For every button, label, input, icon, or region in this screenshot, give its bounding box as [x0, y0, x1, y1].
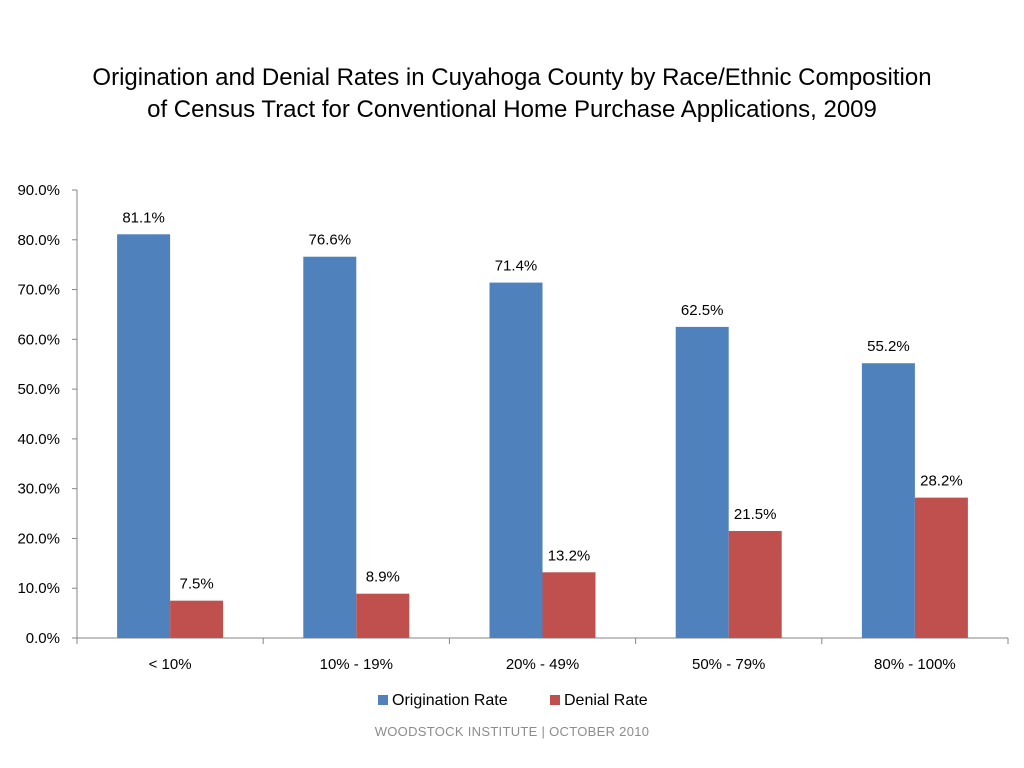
- chart-title-line-2: of Census Tract for Conventional Home Pu…: [147, 96, 877, 123]
- y-tick-label: 20.0%: [17, 530, 60, 547]
- x-tick-label: 10% - 19%: [320, 656, 393, 673]
- denial-bar: [542, 572, 596, 638]
- origination-data-label: 55.2%: [867, 338, 910, 355]
- chart-labels: 81.1% 7.5% 76.6% 8.9% 71.4% 13.2% 62.5% 21.5% 55…: [122, 209, 962, 592]
- chart-bars: [117, 234, 968, 638]
- denial-bar: [170, 600, 224, 638]
- legend-swatch-origination: [378, 695, 388, 705]
- x-tick-label: 80% - 100%: [874, 656, 956, 673]
- y-tick-label: 10.0%: [17, 580, 60, 597]
- legend-label-denial: Denial Rate: [564, 692, 648, 709]
- x-tick-label: 50% - 79%: [692, 656, 765, 673]
- origination-bar: [861, 363, 915, 638]
- denial-data-label: 13.2%: [548, 547, 591, 564]
- origination-bar: [117, 234, 171, 638]
- chart-axes: 0.0% 10.0% 20.0% 30.0% 40.0% 50.0% 60.0% 70.0% 8…: [17, 182, 1009, 673]
- origination-bar: [489, 282, 543, 638]
- origination-data-label: 76.6%: [309, 232, 352, 249]
- y-tick-label: 70.0%: [17, 282, 60, 299]
- y-tick-label: 30.0%: [17, 481, 60, 498]
- denial-data-label: 7.5%: [179, 576, 213, 593]
- footer-credit: WOODSTOCK INSTITUTE | OCTOBER 2010: [374, 724, 650, 739]
- x-tick-label: 20% - 49%: [506, 656, 579, 673]
- x-tick-label: < 10%: [149, 656, 192, 673]
- legend-label-origination: Origination Rate: [392, 692, 508, 709]
- y-tick-label: 60.0%: [17, 331, 60, 348]
- origination-bar: [303, 256, 357, 638]
- legend-swatch-denial: [550, 695, 560, 705]
- y-tick-label: 50.0%: [17, 381, 60, 398]
- origination-data-label: 71.4%: [495, 258, 538, 275]
- denial-data-label: 21.5%: [734, 506, 777, 523]
- origination-bar: [675, 326, 729, 638]
- chart-title-line-1: Origination and Denial Rates in Cuyahoga…: [92, 64, 932, 91]
- denial-data-label: 28.2%: [920, 473, 963, 490]
- denial-bar: [914, 497, 968, 638]
- denial-data-label: 8.9%: [366, 569, 400, 586]
- origination-data-label: 62.5%: [681, 302, 724, 319]
- denial-bar: [728, 530, 782, 638]
- y-tick-label: 90.0%: [17, 182, 60, 199]
- denial-bar: [356, 593, 410, 638]
- origination-data-label: 81.1%: [122, 209, 165, 226]
- chart-legend: Origination Rate Denial Rate: [378, 692, 648, 709]
- y-tick-label: 0.0%: [26, 630, 60, 647]
- chart-title: Origination and Denial Rates in Cuyahoga…: [40, 62, 984, 126]
- y-tick-label: 40.0%: [17, 431, 60, 448]
- y-tick-label: 80.0%: [17, 232, 60, 249]
